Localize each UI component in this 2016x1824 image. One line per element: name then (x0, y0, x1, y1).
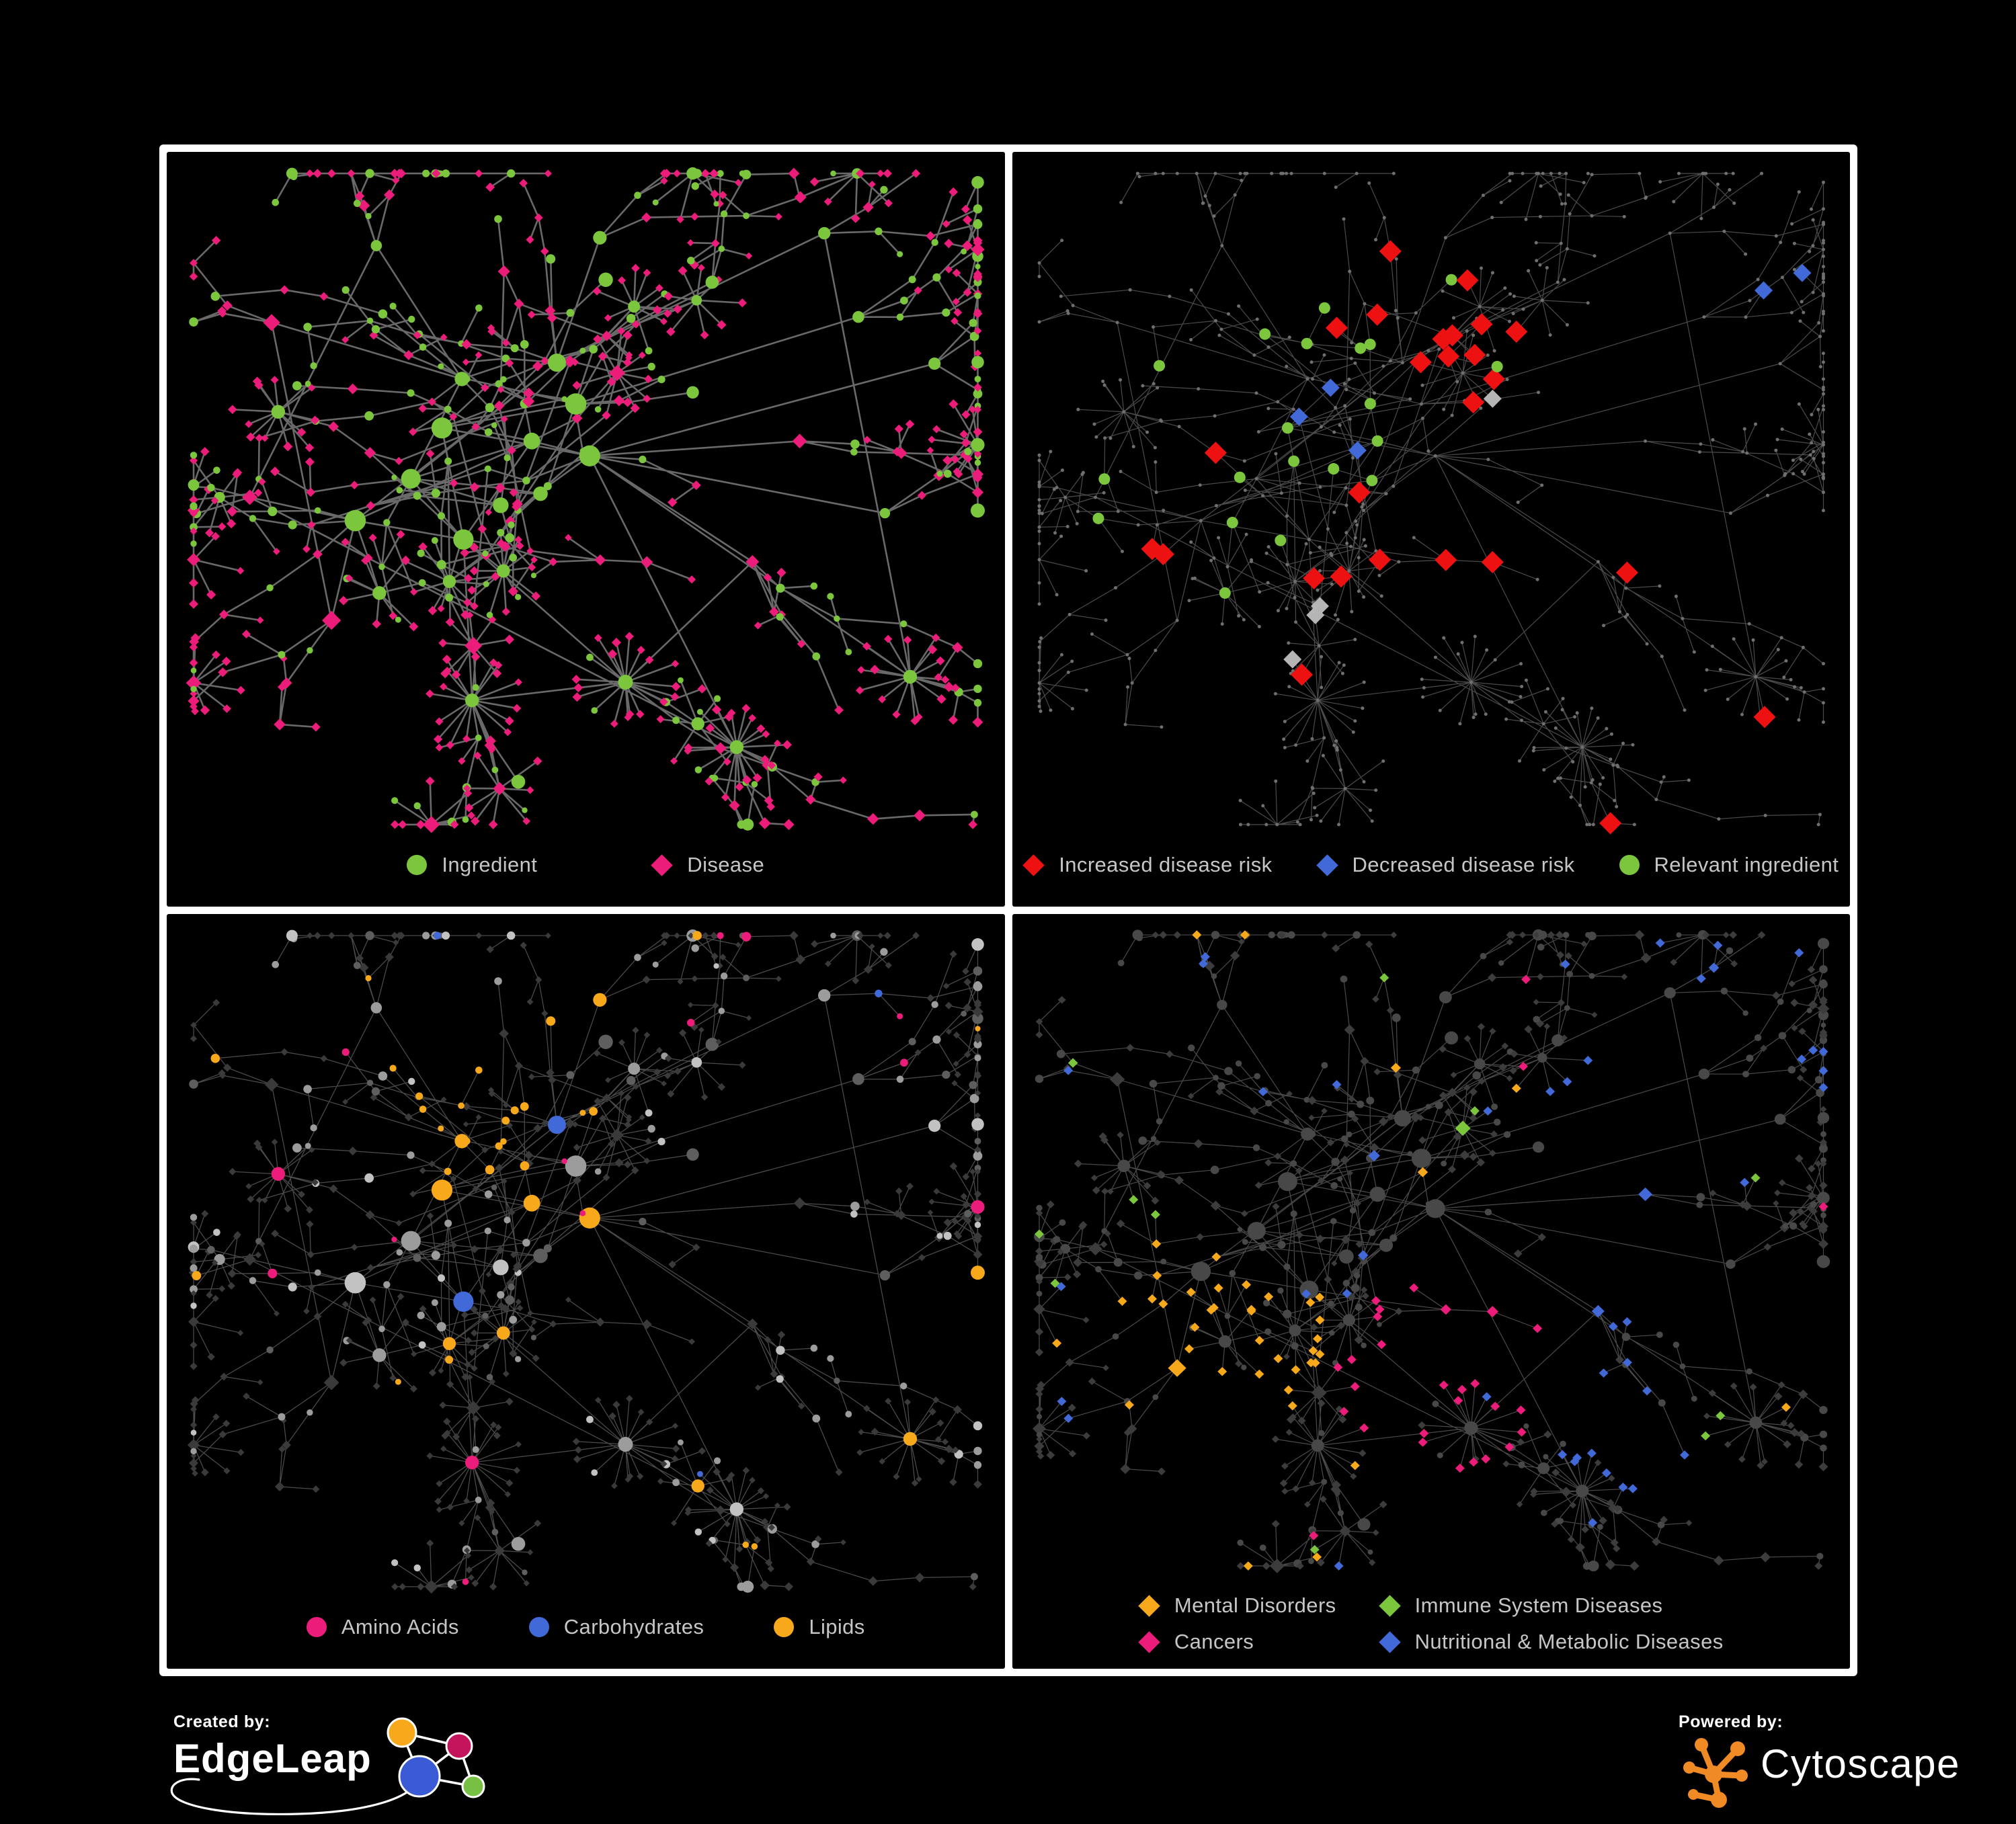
edgeleap-swoosh-icon (170, 1772, 422, 1815)
legend-macronutrients: Amino Acids Carbohydrates Lipids (167, 1611, 1005, 1669)
legend-label: Increased disease risk (1059, 853, 1273, 876)
diamond-marker-icon (1138, 1594, 1160, 1617)
circle-marker-icon (407, 855, 428, 875)
legend-item: Cancers (1138, 1630, 1336, 1654)
legend-ingredient-disease: Ingredient Disease (167, 849, 1005, 907)
legend-item: Relevant ingredient (1619, 853, 1839, 877)
network-ingredient-disease (186, 167, 985, 833)
circle-marker-icon (774, 1617, 795, 1637)
legend-item: Carbohydrates (528, 1615, 704, 1639)
edgeleap-network-icon (387, 1717, 485, 1798)
edgeleap-wordmark: EdgeLeap (173, 1736, 372, 1781)
legend-label: Cancers (1174, 1630, 1254, 1653)
edgeleap-logo: Created by: EdgeLeap (170, 1712, 523, 1819)
panel-disease-risk: Increased disease risk Decreased disease… (1012, 152, 1851, 907)
cytoscape-icon (1683, 1738, 1748, 1808)
legend-item: Increased disease risk (1022, 853, 1273, 877)
legend-item: Disease (651, 853, 764, 877)
legend-label: Lipids (809, 1615, 865, 1639)
network-disease-risk (1037, 171, 1825, 835)
legend-item: Immune System Diseases (1378, 1593, 1724, 1618)
legend-item: Lipids (774, 1615, 864, 1639)
legend-label: Decreased disease risk (1352, 853, 1575, 876)
legend-item: Ingredient (407, 853, 537, 877)
circle-marker-icon (1619, 855, 1640, 875)
diamond-marker-icon (1378, 1594, 1401, 1617)
created-by-label: Created by: (173, 1712, 271, 1731)
legend-item: Mental Disorders (1138, 1593, 1336, 1618)
legend-label: Disease (687, 853, 765, 876)
legend-label: Immune System Diseases (1414, 1593, 1663, 1617)
powered-by-label: Powered by: (1679, 1712, 1783, 1731)
legend-label: Carbohydrates (563, 1615, 704, 1639)
legend-label: Mental Disorders (1174, 1593, 1336, 1617)
legend-disease-categories: Mental Disorders Immune System Diseases … (1012, 1589, 1851, 1669)
network-disease-categories (1032, 929, 1830, 1573)
legend-item: Amino Acids (306, 1615, 459, 1639)
legend-label: Nutritional & Metabolic Diseases (1414, 1630, 1724, 1653)
diamond-marker-icon (1138, 1630, 1160, 1653)
cytoscape-logo: Powered by: Cytoscape (1679, 1712, 1959, 1813)
legend-item: Decreased disease risk (1316, 853, 1575, 877)
circle-marker-icon (528, 1617, 549, 1637)
panel-grid: Ingredient Disease Increased disease ris… (159, 144, 1857, 1676)
cytoscape-wordmark: Cytoscape (1761, 1741, 1960, 1786)
circle-marker-icon (306, 1617, 327, 1637)
diamond-marker-icon (1378, 1630, 1401, 1653)
network-macronutrients (187, 929, 985, 1594)
legend-item: Nutritional & Metabolic Diseases (1378, 1630, 1724, 1654)
legend-label: Amino Acids (341, 1615, 459, 1639)
diamond-marker-icon (1022, 854, 1045, 876)
legend-disease-risk: Increased disease risk Decreased disease… (1012, 849, 1851, 907)
diamond-marker-icon (1316, 854, 1338, 876)
panel-disease-categories: Mental Disorders Immune System Diseases … (1012, 914, 1851, 1669)
legend-label: Relevant ingredient (1654, 853, 1839, 876)
diamond-marker-icon (651, 854, 674, 876)
legend-label: Ingredient (442, 853, 538, 876)
panel-macronutrients: Amino Acids Carbohydrates Lipids (167, 914, 1005, 1669)
panel-ingredient-disease: Ingredient Disease (167, 152, 1005, 907)
